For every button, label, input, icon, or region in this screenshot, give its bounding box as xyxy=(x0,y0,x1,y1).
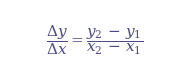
Text: $\dfrac{\Delta y}{\Delta x} = \dfrac{y_2{\,-\,}y_1}{x_2{\,-\,}x_1}$: $\dfrac{\Delta y}{\Delta x} = \dfrac{y_2… xyxy=(46,23,144,57)
